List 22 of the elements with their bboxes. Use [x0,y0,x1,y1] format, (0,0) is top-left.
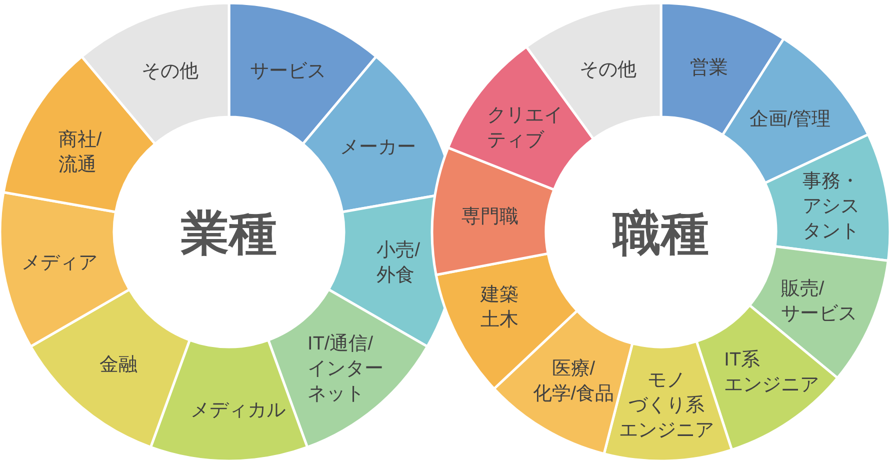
slice-label: 販売/サービス [780,278,857,325]
slice-label: 医療/化学/食品 [532,358,614,404]
slice-label: 小売/外食 [376,240,420,286]
slice-label: 建築土木 [480,284,519,330]
slice-label: メディカル [190,400,286,421]
slice-label: その他 [579,59,636,80]
slice-label: 商社/流通 [58,129,102,176]
slice-label: メディア [22,252,98,274]
slice-label: サービス [250,61,326,82]
slice-label: メーカー [340,136,416,158]
slice-label: IT/通信/インターネット [308,334,384,405]
slice-label: モノづくり系エンジニア [618,370,714,441]
slice-label: 営業 [690,58,728,79]
slice-label: 事務・アシスタント [802,170,860,242]
slice-label: クリエイティブ [487,104,564,151]
slice-label: 企画/管理 [749,109,831,130]
slice-label: その他 [142,61,199,82]
title: 業種 [181,207,277,260]
title: 職種 [613,207,709,260]
slice-label: 専門職 [461,206,518,228]
slice-label: IT系エンジニア [724,350,820,396]
slice-label: 金融 [99,354,138,376]
